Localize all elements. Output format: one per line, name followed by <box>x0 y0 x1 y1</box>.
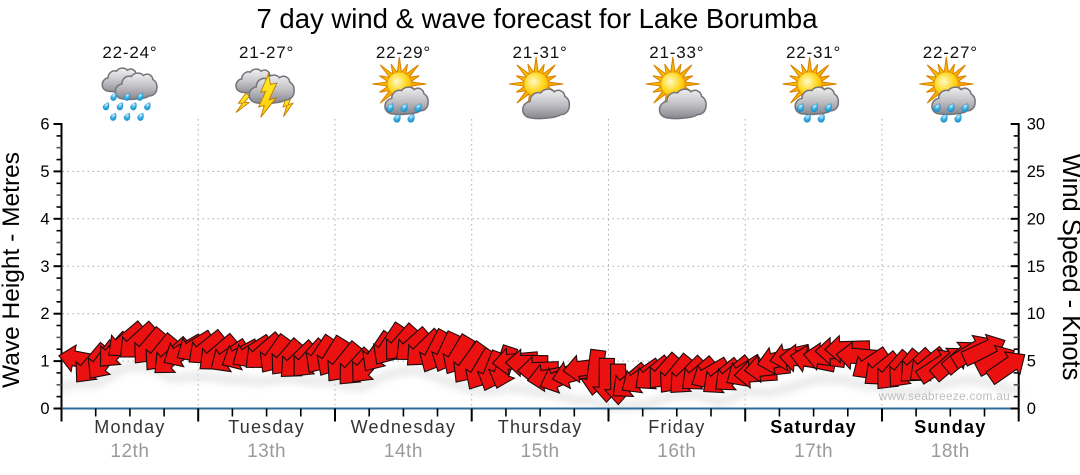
svg-text:Friday: Friday <box>648 417 705 437</box>
svg-text:5: 5 <box>40 163 49 181</box>
svg-text:21-33°: 21-33° <box>649 43 704 62</box>
svg-text:15: 15 <box>1027 258 1045 276</box>
svg-text:22-31°: 22-31° <box>786 43 841 62</box>
svg-text:Wave Height - Metres: Wave Height - Metres <box>0 152 25 388</box>
svg-text:7 day wind & wave forecast for: 7 day wind & wave forecast for Lake Boru… <box>257 3 819 34</box>
svg-text:20: 20 <box>1027 210 1045 228</box>
svg-text:2: 2 <box>40 305 49 323</box>
svg-text:12th: 12th <box>110 441 149 462</box>
svg-text:Tuesday: Tuesday <box>228 417 305 437</box>
svg-text:6: 6 <box>40 116 49 134</box>
svg-text:15th: 15th <box>521 441 560 462</box>
svg-text:Wednesday: Wednesday <box>351 417 457 437</box>
svg-text:Sunday: Sunday <box>914 417 986 437</box>
svg-text:18th: 18th <box>931 441 970 462</box>
svg-text:0: 0 <box>1027 400 1036 418</box>
svg-text:0: 0 <box>40 400 49 418</box>
svg-text:25: 25 <box>1027 163 1045 181</box>
svg-text:21-31°: 21-31° <box>513 43 568 62</box>
svg-text:5: 5 <box>1027 353 1036 371</box>
svg-text:22-27°: 22-27° <box>923 43 978 62</box>
svg-text:Monday: Monday <box>94 417 165 437</box>
svg-text:Thursday: Thursday <box>498 417 583 437</box>
svg-text:16th: 16th <box>657 441 696 462</box>
svg-text:Saturday: Saturday <box>770 417 857 437</box>
svg-text:www.seabreeze.com.au: www.seabreeze.com.au <box>878 389 1010 403</box>
svg-text:1: 1 <box>40 353 49 371</box>
svg-text:14th: 14th <box>384 441 423 462</box>
svg-text:21-27°: 21-27° <box>239 43 294 62</box>
svg-text:3: 3 <box>40 258 49 276</box>
svg-text:4: 4 <box>40 210 49 228</box>
svg-text:22-24°: 22-24° <box>102 43 157 62</box>
svg-text:17th: 17th <box>794 441 833 462</box>
svg-text:10: 10 <box>1027 305 1045 323</box>
svg-text:30: 30 <box>1027 116 1045 134</box>
svg-text:Wind Speed - Knots: Wind Speed - Knots <box>1057 154 1080 381</box>
svg-text:13th: 13th <box>247 441 286 462</box>
svg-text:22-29°: 22-29° <box>376 43 431 62</box>
